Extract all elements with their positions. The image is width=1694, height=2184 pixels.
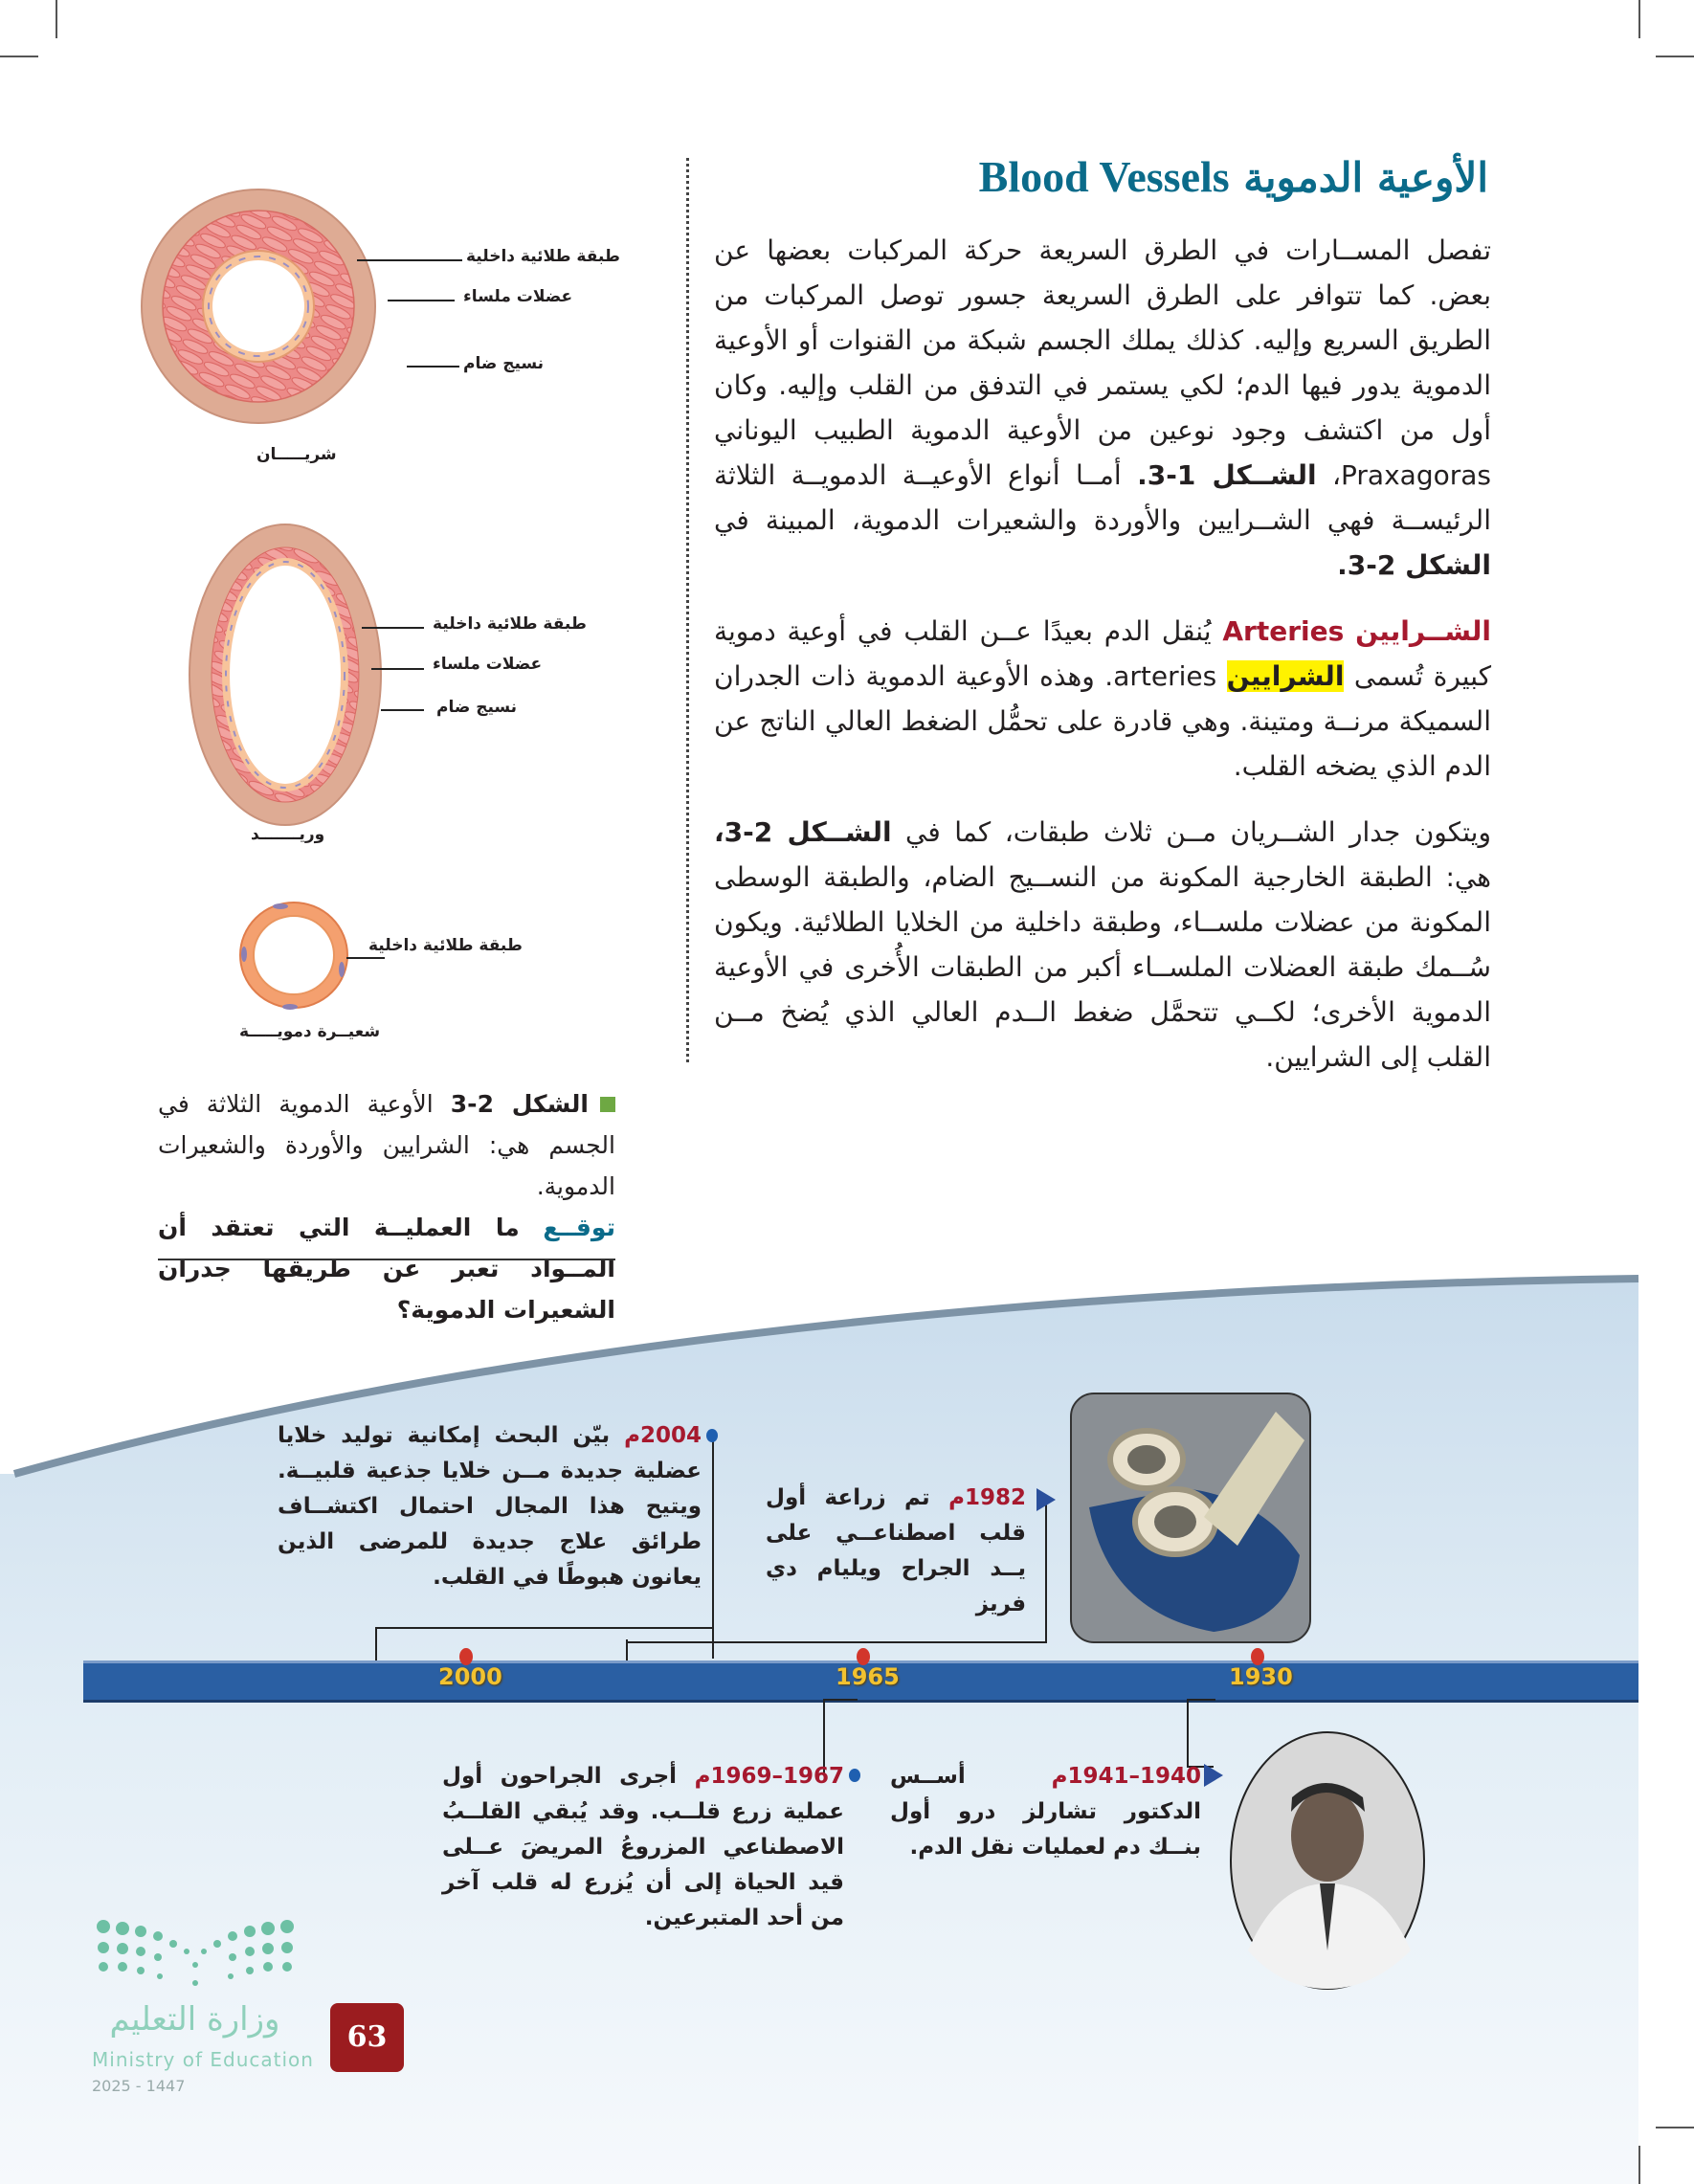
leader-line: [346, 957, 385, 959]
leader-line: [381, 709, 424, 711]
artery-name: شريـــــان: [256, 445, 337, 464]
artery-illustration: [141, 189, 376, 424]
caption-text: الأوعية الدموية الثلاثة في الجسم هي: الش…: [158, 1090, 615, 1200]
event-text: أجرى الجراحون أول عملية زرع قلــب. وقد ي…: [442, 1764, 844, 1930]
capillary-label-endothelium: طبقة طلائية داخلية: [368, 936, 523, 955]
event-2004: 2004م بيّن البحث إمكانية توليد خلايا عضل…: [278, 1418, 702, 1595]
arteries-paragraph: الشــرايين Arteries يُنقل الدم بعيدًا عـ…: [714, 609, 1491, 789]
event-1982: 1982م تم زراعة أول قلب اصطناعــي على يــ…: [766, 1481, 1026, 1622]
vein-label-connective: نسيج ضام: [436, 698, 518, 717]
logo-arabic: وزارة التعليم: [109, 2000, 280, 2039]
vein-illustration: [189, 524, 382, 826]
highlighted-term: الشرايين: [1226, 660, 1345, 692]
event-dot-icon: [706, 1429, 718, 1442]
caption-ref: الشكل 2-3: [450, 1090, 589, 1118]
connector-1940: [1187, 1766, 1214, 1768]
vein-name: وريـــــــد: [251, 825, 325, 844]
timeline-pin-icon: [1251, 1648, 1264, 1665]
vein-label-endothelium: طبقة طلائية داخلية: [433, 614, 587, 634]
caption-marker-icon: [600, 1097, 615, 1112]
intro-text: تفصل المســارات في الطرق السريعة حركة ال…: [714, 234, 1491, 491]
leader-line: [407, 366, 459, 368]
caption-prompt-label: توقــع: [543, 1214, 615, 1241]
capillary-name: شعيــرة دمويـــــة: [239, 1022, 381, 1041]
connector-1982: [626, 1498, 1047, 1643]
section-title: الأوعية الدموية Blood Vessels: [979, 151, 1488, 202]
intro-text-2: أمــا أنواع الأوعيــة الدمويــة الثلاثة …: [714, 459, 1491, 536]
event-text: أســس الدكتور تشارلز درو أول بنــك دم لع…: [890, 1764, 1201, 1860]
crop-mark: [56, 0, 57, 38]
caption-rule: [158, 1259, 615, 1260]
leader-line: [362, 627, 424, 629]
connector-1940: [1187, 1699, 1215, 1768]
connector-1982: [626, 1639, 628, 1660]
charles-drew-photo: [1230, 1731, 1425, 1990]
crop-mark: [1638, 2146, 1640, 2184]
artificial-heart-photo: [1070, 1393, 1311, 1643]
page-number: 63: [330, 2003, 404, 2072]
leader-line: [388, 300, 455, 301]
section-title-ar: الأوعية الدموية: [1243, 154, 1488, 201]
event-arrow-icon: [1036, 1488, 1056, 1511]
column-divider: [686, 158, 689, 1062]
event-year: 1940–1941م: [1051, 1764, 1201, 1789]
figure-caption: الشكل 2-3 الأوعية الدموية الثلاثة في الج…: [158, 1083, 615, 1330]
event-year: 2004م: [624, 1423, 702, 1448]
term-arteries-ar: الشــرايين: [1355, 615, 1492, 647]
ministry-logo-dots: [97, 1920, 294, 1986]
figure-ref-3-1: الشــكل 1-3.: [1137, 459, 1317, 491]
leader-line: [357, 259, 462, 261]
artery-label-smooth-muscle: عضلات ملساء: [463, 287, 573, 306]
crop-mark: [0, 56, 38, 57]
wall-text: ويتكون جدار الشــريان مــن ثلاث طبقات، ك…: [905, 816, 1491, 848]
figure-ref-3-2b: الشــكل 2-3،: [714, 816, 892, 848]
timeline-tick-2000: 2000: [438, 1663, 502, 1690]
edition-year: 2025 - 1447: [92, 2077, 186, 2095]
intro-paragraph: تفصل المســارات في الطرق السريعة حركة ال…: [714, 228, 1491, 588]
arteries-text: يُنقل الدم بعيدًا عــن القلب في أوعية دم…: [714, 615, 1492, 692]
vein-label-smooth-muscle: عضلات ملساء: [433, 655, 543, 674]
artery-label-endothelium: طبقة طلائية داخلية: [466, 247, 620, 266]
event-arrow-icon: [1204, 1764, 1223, 1787]
figure-ref-3-2: الشكل 2-3.: [1337, 549, 1491, 581]
body-text-column: تفصل المســارات في الطرق السريعة حركة ال…: [714, 228, 1491, 1101]
logo-english: Ministry of Education: [92, 2048, 314, 2071]
artery-label-connective: نسيج ضام: [463, 354, 545, 373]
artery-wall-paragraph: ويتكون جدار الشــريان مــن ثلاث طبقات، ك…: [714, 810, 1491, 1080]
connector-1967: [823, 1699, 858, 1775]
event-text: تم زراعة أول قلب اصطناعــي على يــد الجر…: [766, 1485, 1026, 1616]
timeline-pin-icon: [459, 1648, 473, 1665]
term-arteries-en: Arteries: [1222, 615, 1345, 647]
connector-2004: [375, 1627, 714, 1660]
leader-line: [371, 668, 424, 670]
wall-text-2: هي: الطبقة الخارجية المكونة من النســيج …: [714, 861, 1491, 1073]
event-1967: 1967–1969م أجرى الجراحون أول عملية زرع ق…: [442, 1759, 844, 1936]
event-dot-icon: [849, 1769, 860, 1782]
connector-2004: [375, 1436, 714, 1659]
timeline-tick-1965: 1965: [836, 1663, 900, 1690]
event-text: بيّن البحث إمكانية توليد خلايا عضلية جدي…: [278, 1423, 702, 1590]
crop-mark: [1656, 56, 1694, 57]
arteries-text-2: arteries. وهذه الأوعية الدموية ذات الجدر…: [714, 660, 1491, 782]
event-year: 1982م: [948, 1485, 1026, 1510]
crop-mark: [1638, 0, 1640, 38]
timeline-tick-1930: 1930: [1229, 1663, 1293, 1690]
crop-mark: [1656, 2127, 1694, 2128]
event-1940: 1940–1941م أســس الدكتور تشارلز درو أول …: [890, 1759, 1201, 1865]
capillary-illustration: [239, 902, 348, 1010]
event-year: 1967–1969م: [694, 1764, 844, 1789]
section-title-en: Blood Vessels: [978, 152, 1230, 201]
timeline-pin-icon: [857, 1648, 870, 1665]
